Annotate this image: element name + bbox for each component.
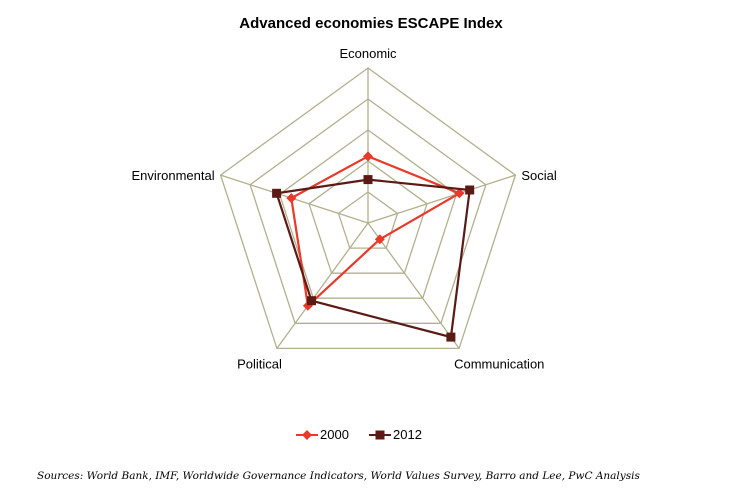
- point-2012-social: [465, 185, 475, 195]
- chart-title: Advanced economies ESCAPE Index: [239, 15, 503, 32]
- grid-ring: [278, 129, 458, 299]
- axis-labels: Economic Social Communication Political Envi…: [131, 46, 556, 371]
- axis-label-social: Social: [521, 168, 557, 183]
- legend-item-2000: 2000: [296, 427, 349, 442]
- axis-label-political: Political: [237, 356, 282, 371]
- legend: 2000 2012: [296, 427, 422, 442]
- grid-ring: [249, 98, 487, 324]
- axis-label-communication: Communication: [454, 356, 544, 371]
- legend-marker-2012: [375, 430, 385, 440]
- legend-item-2012: 2012: [369, 427, 422, 442]
- point-2000-environmental: [286, 193, 297, 204]
- legend-label-2000: 2000: [320, 427, 349, 442]
- axis-label-economic: Economic: [339, 46, 397, 61]
- grid-ring: [308, 160, 428, 274]
- grid-spoke: [367, 222, 460, 349]
- axis-label-environmental: Environmental: [131, 168, 214, 183]
- grid-ring: [219, 67, 517, 350]
- series-line-2012: [275, 178, 471, 339]
- point-2012-environmental: [272, 188, 282, 198]
- point-2012-communication: [446, 332, 456, 342]
- point-2012-economic: [363, 175, 373, 185]
- series-2000: [286, 151, 465, 311]
- point-2012-political: [307, 296, 316, 306]
- source-note: Sources: World Bank, IMF, Worldwide Gove…: [37, 470, 640, 482]
- point-2000-social: [454, 188, 465, 199]
- series-layer: [272, 151, 475, 342]
- point-2000-economic: [363, 151, 373, 162]
- series-2012: [272, 175, 475, 342]
- grid-spoke: [367, 174, 516, 224]
- point-2000-communication: [374, 234, 385, 245]
- radar-grid: [219, 67, 517, 350]
- legend-marker-2000: [302, 430, 312, 440]
- grid-ring: [337, 191, 399, 249]
- grid-spoke: [276, 222, 369, 349]
- legend-label-2012: 2012: [393, 427, 422, 442]
